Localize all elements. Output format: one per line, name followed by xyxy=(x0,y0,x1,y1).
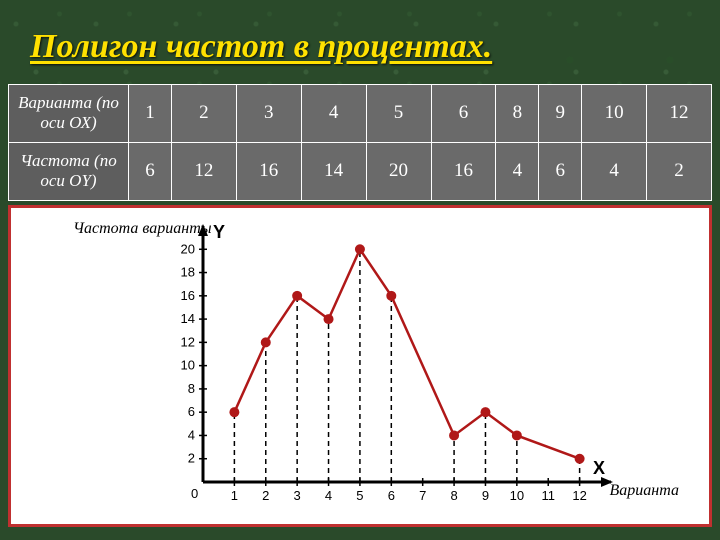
x-axis-title: Варианта xyxy=(610,482,679,500)
svg-text:0: 0 xyxy=(191,486,198,501)
svg-text:8: 8 xyxy=(188,380,195,395)
svg-text:16: 16 xyxy=(181,287,195,302)
cell: 16 xyxy=(236,142,301,200)
page-title: Полигон частот в процентах. xyxy=(30,28,690,66)
cell: 6 xyxy=(129,142,172,200)
cell: 12 xyxy=(171,142,236,200)
cell: 3 xyxy=(236,85,301,143)
svg-text:4: 4 xyxy=(188,427,195,442)
svg-text:X: X xyxy=(593,458,605,478)
row-header-freq: Частота (по оси OY) xyxy=(9,142,129,200)
svg-text:10: 10 xyxy=(510,488,524,503)
svg-text:7: 7 xyxy=(419,488,426,503)
cell: 4 xyxy=(496,142,539,200)
svg-text:14: 14 xyxy=(181,311,195,326)
cell: 2 xyxy=(647,142,712,200)
svg-text:8: 8 xyxy=(450,488,457,503)
svg-text:10: 10 xyxy=(181,357,195,372)
svg-text:18: 18 xyxy=(181,264,195,279)
svg-text:2: 2 xyxy=(188,450,195,465)
cell: 8 xyxy=(496,85,539,143)
cell: 5 xyxy=(366,85,431,143)
cell: 1 xyxy=(129,85,172,143)
cell: 14 xyxy=(301,142,366,200)
svg-text:3: 3 xyxy=(294,488,301,503)
svg-text:12: 12 xyxy=(181,334,195,349)
svg-text:6: 6 xyxy=(188,404,195,419)
svg-text:4: 4 xyxy=(325,488,332,503)
data-table: Варианта (по оси ОХ) 1 2 3 4 5 6 8 9 10 … xyxy=(8,84,712,201)
svg-text:5: 5 xyxy=(356,488,363,503)
cell: 12 xyxy=(647,85,712,143)
svg-text:6: 6 xyxy=(388,488,395,503)
cell: 16 xyxy=(431,142,496,200)
cell: 10 xyxy=(582,85,647,143)
plot-svg: YX02468101214161820123456789101112 xyxy=(161,216,641,516)
cell: 6 xyxy=(431,85,496,143)
cell: 9 xyxy=(539,85,582,143)
svg-text:20: 20 xyxy=(181,241,195,256)
cell: 4 xyxy=(301,85,366,143)
row-header-variant: Варианта (по оси ОХ) xyxy=(9,85,129,143)
svg-text:12: 12 xyxy=(572,488,586,503)
svg-text:2: 2 xyxy=(262,488,269,503)
svg-text:1: 1 xyxy=(231,488,238,503)
frequency-polygon-chart: Частота варианты YX024681012141618201234… xyxy=(8,205,712,527)
svg-text:11: 11 xyxy=(541,488,555,503)
table-row: Варианта (по оси ОХ) 1 2 3 4 5 6 8 9 10 … xyxy=(9,85,712,143)
svg-text:9: 9 xyxy=(482,488,489,503)
cell: 20 xyxy=(366,142,431,200)
cell: 2 xyxy=(171,85,236,143)
cell: 4 xyxy=(582,142,647,200)
table-row: Частота (по оси OY) 6 12 16 14 20 16 4 6… xyxy=(9,142,712,200)
cell: 6 xyxy=(539,142,582,200)
svg-text:Y: Y xyxy=(213,222,225,242)
